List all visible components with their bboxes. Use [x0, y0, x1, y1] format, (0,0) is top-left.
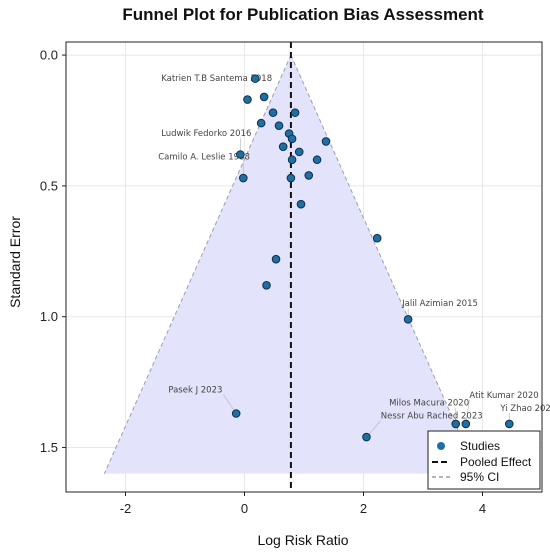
annotation-label: Camilo A. Leslie 1988: [158, 153, 250, 163]
study-point: [268, 108, 278, 117]
annotation-label: Milos Macura 2020: [389, 399, 469, 409]
y-axis-label: Standard Error: [7, 216, 23, 308]
study-point: [256, 118, 266, 128]
study-point: [312, 155, 322, 165]
y-tick-label: 0.0: [40, 48, 58, 63]
study-point: [262, 281, 271, 290]
study-point: [239, 173, 248, 183]
annotation-label: Jalil Azimian 2015: [401, 299, 478, 309]
study-point: [296, 199, 306, 209]
x-tick-label: 0: [241, 501, 248, 516]
y-tick-label: 1.0: [40, 309, 58, 324]
legend-label-pooled: Pooled Effect: [460, 455, 532, 469]
study-point: [250, 74, 260, 83]
study-point: [290, 108, 300, 117]
annotation-label: Ludwik Fedorko 2016: [161, 129, 251, 139]
study-point: [231, 409, 241, 418]
y-tick-label: 0.5: [40, 178, 58, 193]
study-point: [304, 171, 314, 180]
x-tick-label: 2: [360, 501, 367, 516]
y-tick-label: 1.5: [40, 440, 58, 455]
study-point: [504, 419, 514, 429]
legend-label-ci: 95% CI: [460, 470, 499, 484]
study-point: [362, 432, 371, 442]
annotation-label: Katrien T.B Santema 2018: [161, 74, 272, 84]
study-point: [259, 92, 269, 102]
x-tick-label: 4: [479, 501, 486, 516]
study-point: [461, 419, 471, 429]
study-point: [271, 254, 281, 264]
chart-title: Funnel Plot for Publication Bias Assessm…: [122, 5, 483, 24]
plot-frame: [65, 41, 543, 493]
study-point: [287, 155, 297, 165]
study-point: [274, 121, 284, 131]
annotation-label: Yi Zhao 2023: [499, 404, 550, 414]
study-point: [451, 419, 461, 429]
annotation-label: Nessr Abu Rached 2023: [381, 412, 483, 422]
study-point: [294, 147, 304, 157]
study-point: [287, 134, 297, 144]
study-point: [278, 142, 288, 151]
study-points: [231, 74, 514, 442]
ci-left-line: [103, 54, 292, 474]
study-point: [321, 137, 331, 146]
study-point: [243, 95, 252, 104]
y-axis-ticks: 0.0 0.5 1.0 1.5: [40, 48, 66, 455]
study-point: [403, 315, 413, 324]
study-point: [236, 150, 245, 159]
annotation-label: Pasek J 2023: [168, 386, 222, 396]
x-axis-ticks: -2 0 2 4: [120, 492, 486, 516]
legend-box: [427, 430, 541, 490]
study-point: [372, 233, 382, 243]
legend-label-studies: Studies: [460, 439, 500, 453]
annotation-label: Atit Kumar 2020: [469, 391, 538, 401]
legend: Studies Pooled Effect 95% CI: [427, 430, 541, 490]
ci-right-line: [290, 54, 478, 474]
x-axis-label: Log Risk Ratio: [257, 532, 348, 548]
x-tick-label: -2: [120, 501, 132, 516]
legend-marker-studies: [437, 442, 445, 450]
study-point: [286, 173, 296, 183]
